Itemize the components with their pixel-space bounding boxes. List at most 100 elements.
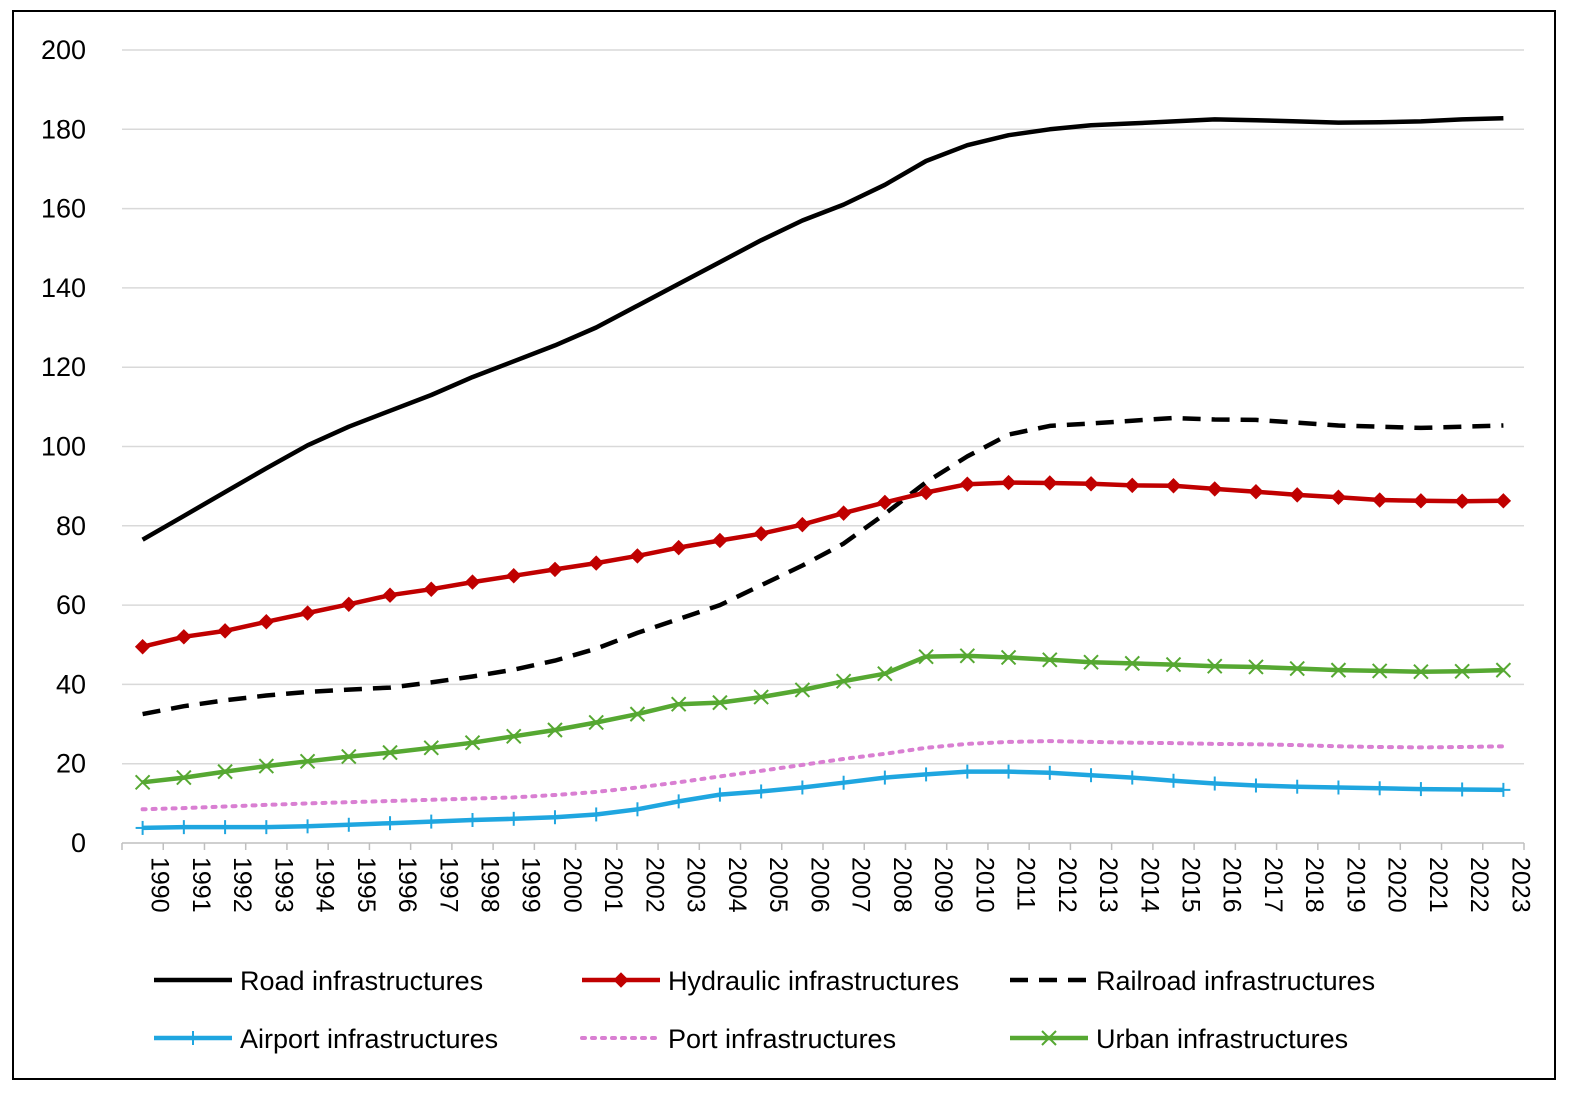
x-marker bbox=[258, 758, 275, 774]
plus-marker bbox=[1331, 780, 1346, 795]
plus-marker bbox=[1125, 770, 1140, 785]
legend-item: Urban infrastructures bbox=[1010, 1024, 1348, 1054]
diamond-marker bbox=[1289, 487, 1305, 503]
x-marker bbox=[1454, 663, 1470, 680]
x-marker bbox=[1124, 655, 1140, 672]
x-tick-label: 2018 bbox=[1300, 857, 1328, 913]
plus-marker bbox=[506, 811, 521, 826]
x-tick-label: 2004 bbox=[723, 857, 751, 913]
x-marker bbox=[464, 734, 481, 751]
x-tick-label: 1990 bbox=[146, 857, 174, 913]
x-marker bbox=[1207, 658, 1223, 674]
x-marker bbox=[1495, 662, 1512, 678]
plus-marker bbox=[877, 770, 892, 785]
x-marker bbox=[1041, 1030, 1057, 1046]
plus-marker bbox=[919, 767, 934, 782]
legend-item: Port infrastructures bbox=[580, 1024, 896, 1054]
plus-marker bbox=[836, 775, 851, 790]
plus-marker bbox=[341, 817, 356, 832]
diamond-marker bbox=[753, 526, 769, 542]
plus-marker bbox=[1496, 782, 1511, 797]
plus-marker bbox=[1166, 773, 1181, 788]
x-tick-label: 2007 bbox=[847, 857, 875, 913]
plus-marker bbox=[671, 794, 686, 809]
x-marker bbox=[547, 722, 563, 738]
x-tick-label: 1991 bbox=[187, 857, 215, 913]
series-line bbox=[142, 480, 1504, 649]
x-marker bbox=[1371, 663, 1388, 679]
x-marker bbox=[753, 689, 769, 705]
x-marker bbox=[588, 714, 604, 731]
diamond-marker bbox=[176, 629, 192, 645]
series-hydraulic-infrastructures bbox=[134, 474, 1512, 655]
y-tick-label: 40 bbox=[56, 669, 86, 699]
x-marker bbox=[629, 706, 646, 722]
series-airport-infrastructures bbox=[135, 764, 1511, 835]
diamond-marker bbox=[1248, 483, 1264, 500]
y-tick-label: 160 bbox=[41, 194, 86, 224]
plus-marker bbox=[589, 807, 604, 822]
diamond-marker bbox=[547, 561, 563, 578]
x-tick-label: 2000 bbox=[558, 857, 586, 913]
plus-marker bbox=[1248, 778, 1263, 793]
x-tick-label: 2015 bbox=[1177, 857, 1205, 913]
chart-frame: 0 20 40 60 80 100 120 140 160 180 200 1990 1991 1992… bbox=[12, 10, 1556, 1080]
diamond-marker bbox=[258, 614, 275, 630]
line-chart: 0 20 40 60 80 100 120 140 160 180 200 1990 1991 1992… bbox=[41, 35, 1534, 1054]
x-tick-label: 2011 bbox=[1012, 857, 1040, 911]
diamond-marker bbox=[464, 574, 481, 590]
y-tick-label: 80 bbox=[56, 511, 86, 541]
x-tick-label: 2008 bbox=[888, 857, 916, 913]
x-marker bbox=[299, 753, 316, 770]
x-tick-label: 2014 bbox=[1135, 857, 1163, 913]
x-marker bbox=[1289, 660, 1305, 677]
legend: Road infrastructures Hydraulic infrastruc… bbox=[154, 966, 1375, 1054]
x-tick-label: 2009 bbox=[929, 857, 957, 913]
plus-marker bbox=[259, 820, 274, 835]
legend-label: Port infrastructures bbox=[668, 1024, 896, 1054]
diamond-marker bbox=[835, 505, 852, 521]
diamond-marker bbox=[423, 581, 439, 597]
x-tick-label: 2016 bbox=[1218, 857, 1246, 913]
x-marker bbox=[423, 740, 439, 756]
diamond-marker bbox=[1042, 475, 1058, 491]
x-marker bbox=[670, 696, 687, 712]
x-tick-label: 2020 bbox=[1383, 857, 1411, 913]
series-line bbox=[141, 115, 1504, 542]
x-tick-label: 1995 bbox=[352, 857, 380, 913]
x-marker bbox=[1042, 652, 1058, 668]
x-tick-label: 2021 bbox=[1424, 857, 1452, 913]
diamond-marker bbox=[629, 548, 646, 564]
legend-item: Road infrastructures bbox=[154, 966, 483, 996]
y-tick-label: 60 bbox=[56, 590, 86, 620]
x-tick-label: 2005 bbox=[764, 857, 792, 913]
series-line bbox=[142, 415, 1504, 717]
x-tick-label: 2012 bbox=[1053, 857, 1081, 913]
plus-marker bbox=[465, 813, 480, 828]
x-axis-ticks: 1990 1991 1992 1993 1994 1995 1996 1997 1998 1999… bbox=[121, 843, 1534, 913]
diamond-marker bbox=[670, 539, 687, 556]
plus-marker bbox=[712, 787, 727, 802]
plus-marker bbox=[1207, 776, 1222, 791]
diamond-marker bbox=[918, 484, 934, 501]
diamond-marker bbox=[712, 532, 728, 549]
plus-marker bbox=[383, 816, 398, 831]
series-line bbox=[142, 769, 1504, 831]
x-marker bbox=[1083, 654, 1099, 670]
diamond-marker bbox=[134, 639, 151, 655]
diamond-marker bbox=[1083, 476, 1099, 492]
x-tick-label: 1993 bbox=[269, 857, 297, 913]
y-tick-label: 200 bbox=[41, 35, 86, 65]
x-marker bbox=[382, 744, 398, 761]
legend-label: Hydraulic infrastructures bbox=[668, 966, 959, 996]
x-marker bbox=[1248, 659, 1264, 675]
series-line bbox=[140, 739, 1506, 812]
y-tick-label: 120 bbox=[41, 352, 86, 382]
plus-marker bbox=[424, 814, 439, 829]
x-marker bbox=[1330, 662, 1347, 678]
plus-marker bbox=[1001, 764, 1016, 779]
series-road-infrastructures bbox=[141, 115, 1504, 542]
x-marker bbox=[1165, 656, 1182, 673]
x-tick-label: 1998 bbox=[476, 857, 504, 913]
x-tick-label: 2010 bbox=[970, 857, 998, 913]
